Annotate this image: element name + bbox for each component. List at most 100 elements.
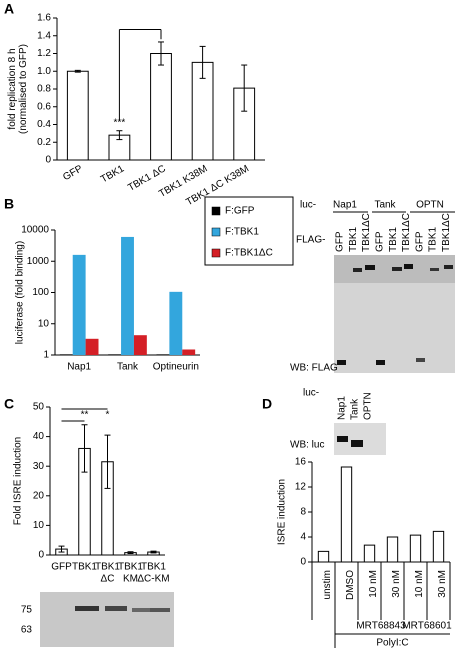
significance: ** xyxy=(81,410,89,421)
x-tick-label: 30 nM xyxy=(391,570,402,598)
error-bar xyxy=(241,64,248,112)
y-axis-label: luciferase (fold binding) xyxy=(15,241,26,344)
y-tick-label: 8 xyxy=(300,507,306,518)
bar xyxy=(363,544,376,563)
x-tick-label: 10 nM xyxy=(368,570,379,598)
lane-label: TBK1ΔC xyxy=(441,213,452,252)
panel-label: B xyxy=(4,196,14,212)
lane-label: TBK1ΔC xyxy=(361,213,372,252)
error-bar xyxy=(58,545,65,553)
x-tick-label: TBK1 xyxy=(95,562,120,573)
bar xyxy=(409,534,422,563)
error-bar xyxy=(74,69,81,73)
blot-flag: luc- Nap1 Tank OPTN FLAG- WB: FLAG xyxy=(290,200,455,374)
bar xyxy=(150,53,172,161)
y-tick-label: 0 xyxy=(300,557,306,568)
y-tick-label: 20 xyxy=(33,490,45,501)
y-tick-label: 1.0 xyxy=(37,66,51,77)
group-label: Tank xyxy=(374,200,396,211)
significance: *** xyxy=(114,117,126,128)
y-tick-label: 16 xyxy=(295,457,307,468)
bar xyxy=(85,338,99,355)
legend-label: F:GFP xyxy=(225,206,255,217)
lane-label: GFP xyxy=(335,231,346,252)
x-tick-label: Nap1 xyxy=(67,362,91,373)
legend-label: F:TBK1 xyxy=(225,227,259,238)
bar xyxy=(108,354,122,355)
bar xyxy=(156,354,170,355)
y-tick-label: 1000 xyxy=(27,256,50,267)
y-tick-label: 100 xyxy=(32,287,49,298)
x-tick-label: DMSO xyxy=(345,570,356,600)
y-tick-label: 50 xyxy=(33,402,45,413)
y-tick-label: 0.8 xyxy=(37,84,51,95)
error-bar xyxy=(150,550,157,554)
x-tick-label: KM xyxy=(123,574,138,585)
group-label: Nap1 xyxy=(333,200,357,211)
group-label: MRT68843 xyxy=(356,621,406,632)
bar xyxy=(182,349,196,355)
mw-marker: 75 xyxy=(21,605,33,616)
legend-label: F:TBK1ΔC xyxy=(225,248,273,259)
x-tick-label: ΔC xyxy=(101,574,115,585)
bar xyxy=(340,466,353,563)
y-axis-label: ISRE induction xyxy=(277,479,288,545)
blot-luc: luc- WB: luc xyxy=(290,388,386,455)
y-tick-label: 40 xyxy=(33,431,45,442)
error-bar xyxy=(81,424,88,473)
lane-label: OPTN xyxy=(363,392,374,420)
x-tick-label: GFP xyxy=(61,163,85,183)
y-tick-label: 10 xyxy=(38,318,50,329)
y-tick-label: 0.2 xyxy=(37,137,51,148)
bar xyxy=(133,335,147,355)
x-tick-label: 10 nM xyxy=(414,570,425,598)
y-tick-label: 12 xyxy=(295,482,307,493)
significance: * xyxy=(106,410,110,421)
y-tick-label: 0.4 xyxy=(37,119,51,130)
y-tick-label: 1.4 xyxy=(37,30,51,41)
x-tick-label: unstim xyxy=(322,570,333,599)
lane-label: TBK1 xyxy=(348,227,359,252)
bar xyxy=(317,550,330,563)
lane-label: Nap1 xyxy=(337,396,348,420)
bar xyxy=(66,70,89,161)
blot-c: 75 63 xyxy=(21,592,174,647)
y-tick-label: 10000 xyxy=(21,225,49,236)
x-tick-label: TBK1 xyxy=(141,562,166,573)
error-bar xyxy=(116,130,123,141)
bar xyxy=(432,530,445,563)
y-tick-label: 1.2 xyxy=(37,48,51,59)
lane-label: Tank xyxy=(350,398,361,420)
wb-label: WB: FLAG xyxy=(290,363,338,374)
lane-label: TBK1ΔC xyxy=(401,213,412,252)
x-tick-label: ΔC-KM xyxy=(137,574,169,585)
lane-label: TBK1 xyxy=(388,227,399,252)
group-label: MRT68601 xyxy=(402,621,452,632)
y-axis-label: Fold ISRE induction xyxy=(13,437,24,525)
group-label: PolyI:C xyxy=(376,638,408,649)
group-label: OPTN xyxy=(416,200,444,211)
lane-label: GFP xyxy=(414,231,425,252)
bar xyxy=(121,236,134,355)
y-axis-label: (normalised to GFP) xyxy=(18,44,29,134)
error-bar xyxy=(158,41,164,66)
bar xyxy=(59,354,73,355)
y-axis-label: fold replication 8 h xyxy=(7,48,18,129)
y-tick-label: 30 xyxy=(33,461,45,472)
x-tick-label: TBK1 xyxy=(99,163,127,185)
luc-label: luc- xyxy=(303,388,319,399)
y-tick-label: 1 xyxy=(43,350,49,361)
error-bar xyxy=(199,45,206,79)
error-bar xyxy=(127,551,134,555)
error-bar xyxy=(104,434,111,489)
y-tick-label: 0.6 xyxy=(37,101,51,112)
lane-label: TBK1 xyxy=(428,227,439,252)
bar xyxy=(169,291,183,355)
x-tick-label: 30 nM xyxy=(437,570,448,598)
x-tick-label: Optineurin xyxy=(153,362,199,373)
x-tick-label: GFP xyxy=(51,562,72,573)
flag-label: FLAG- xyxy=(296,235,325,246)
x-tick-label: TBK1 xyxy=(118,562,143,573)
x-tick-label: TBK1 xyxy=(72,562,97,573)
y-tick-label: 0 xyxy=(38,550,44,561)
